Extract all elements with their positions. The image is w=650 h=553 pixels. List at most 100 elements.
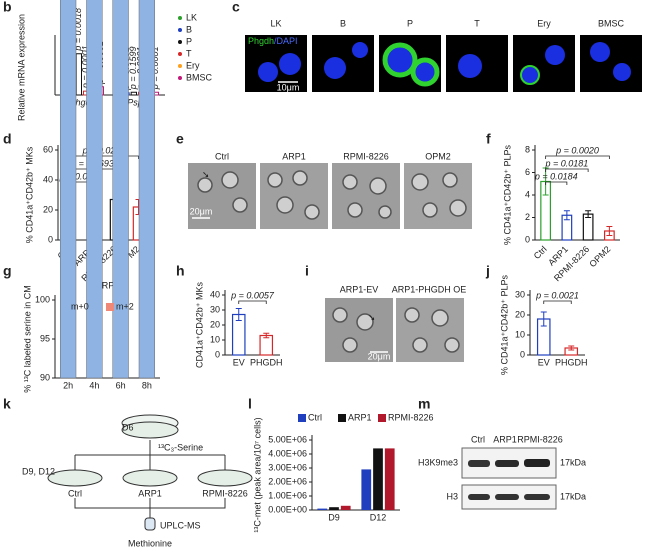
bar	[340, 505, 351, 510]
panel-letter: l	[248, 396, 252, 412]
y-tick-label: 0	[525, 234, 530, 244]
panel-k	[47, 414, 253, 531]
y-tick-label: 30	[210, 304, 220, 314]
y-tick-label: 4	[525, 189, 530, 199]
lane-label: RPMI-8226	[517, 434, 563, 444]
p-value: p = 0.0021	[535, 290, 579, 300]
p-value: p = 0.0001	[150, 46, 160, 90]
legend-label: ARP1	[348, 412, 372, 422]
y-tick-label: 8	[525, 144, 530, 154]
bar	[384, 448, 395, 510]
nucleus	[458, 54, 482, 78]
image-label: ARP1	[282, 151, 306, 161]
panel-letter: b	[3, 0, 12, 15]
nucleus	[382, 42, 418, 78]
image-label: LK	[270, 18, 281, 28]
y-axis-label: CD41a⁺CD42b⁺ MKs	[194, 281, 204, 368]
schematic-label: RPMI-8226	[202, 488, 248, 498]
y-tick-label: 0	[215, 349, 220, 359]
p-value: p = 0.0001	[81, 45, 91, 89]
panel-e: Ctrl ARP1 RPMI-8226 OPM2 ➘ 20μm	[188, 151, 472, 229]
tube	[144, 517, 156, 531]
dish	[47, 469, 103, 487]
legend-label: BMSC	[186, 72, 213, 82]
y-tick-label: 0	[48, 234, 53, 244]
x-tick-label: D12	[370, 512, 387, 522]
band	[468, 460, 490, 467]
arrow: ➘	[368, 312, 376, 322]
y-tick-label: 5.00E+06	[268, 434, 307, 444]
x-tick-label: Ctrl	[532, 244, 549, 261]
p-value: p = 0.0020	[555, 145, 599, 155]
y-tick-label: 40	[43, 174, 53, 184]
bar-segment	[86, 0, 103, 379]
panel-letter: j	[485, 263, 490, 279]
legend-swatch	[178, 76, 182, 80]
significance-bracket	[238, 300, 267, 304]
y-tick-label: 20	[210, 319, 220, 329]
legend-label: LK	[186, 12, 197, 22]
significance-bracket	[545, 155, 610, 159]
bar	[329, 507, 339, 510]
image-label: Ctrl	[215, 151, 229, 161]
y-tick-label: 2.00E+06	[268, 476, 307, 486]
schematic-label: ARP1	[138, 488, 162, 498]
legend-swatch	[178, 16, 182, 20]
panel-letter: h	[176, 263, 185, 279]
y-tick-label: 40	[210, 289, 220, 299]
legend-label: B	[186, 24, 192, 34]
size-label: 17kDa	[560, 457, 586, 467]
stain: Phgdh	[248, 36, 274, 46]
band	[524, 459, 550, 467]
error-bar	[542, 167, 549, 196]
x-tick-label: EV	[538, 357, 550, 367]
image-label: RPMI-8226	[343, 151, 389, 161]
significance-bracket	[545, 181, 568, 185]
panel-letter: m	[418, 396, 430, 412]
error-bar	[585, 210, 592, 218]
stain-label: Phgdh/DAPI	[248, 36, 298, 46]
legend-label: T	[186, 48, 192, 58]
x-tick-label: PHGDH	[555, 357, 588, 367]
image-label: Ery	[537, 18, 551, 28]
x-tick-label: OPM2	[587, 244, 612, 269]
panel-letter: e	[176, 131, 184, 147]
image-label: ARP1-PHGDH OE	[392, 284, 467, 294]
band	[495, 460, 519, 467]
p-value: p = 0.0184	[534, 171, 578, 181]
y-axis-label: Relative mRNA expression	[16, 14, 26, 121]
x-tick-label: 2h	[63, 380, 73, 390]
nucleus	[258, 62, 278, 82]
nucleus	[410, 57, 440, 87]
x-tick-label: EV	[233, 357, 245, 367]
cells	[332, 307, 460, 353]
micrograph	[260, 163, 328, 229]
y-tick-label: 0.00E+00	[268, 504, 307, 514]
legend-label: Ctrl	[308, 412, 322, 422]
band	[495, 494, 519, 500]
error-bar	[235, 308, 242, 321]
image-label: OPM2	[425, 151, 451, 161]
bar	[317, 508, 328, 510]
y-axis-label: % CD41a⁺CD42b⁺ PLPs	[499, 274, 509, 375]
chart-title: ARP1	[96, 280, 120, 290]
y-tick-label: 20	[515, 309, 525, 319]
legend-swatch	[298, 414, 306, 422]
image-label: P	[407, 18, 413, 28]
panel-m: Ctrl ARP1 RPMI-8226 H3K9me3 H3 17kDa 17k…	[418, 434, 586, 510]
nucleus	[324, 57, 346, 79]
micrograph	[580, 35, 642, 92]
scale-label: 20μm	[190, 206, 213, 216]
micrograph	[404, 163, 472, 229]
lane-label: ARP1	[493, 434, 517, 444]
error-bar	[568, 345, 575, 351]
nucleus	[352, 42, 368, 58]
lane-label: Ctrl	[471, 434, 485, 444]
scale-label: 20μm	[368, 351, 391, 361]
x-tick-label: 4h	[89, 380, 99, 390]
error-bar	[606, 226, 613, 236]
p-value: p = 0.0057	[230, 290, 275, 300]
image-label: B	[340, 18, 346, 28]
y-tick-label: 100	[35, 294, 50, 304]
error-bar	[540, 311, 547, 327]
